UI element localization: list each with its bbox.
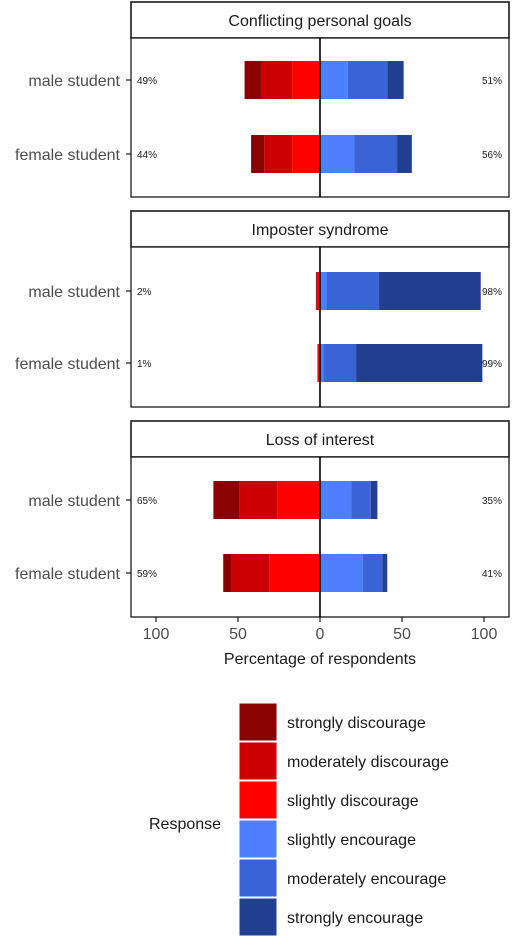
row-label: male student [28,284,120,301]
x-tick-label: 0 [316,626,325,643]
bar-segment-4 [362,554,383,592]
x-axis-title: Percentage of respondents [224,651,416,668]
panel-1: Imposter syndrome male student 2% 98% female… [15,210,510,408]
panel-0: Conflicting personal goals male student 49… [15,1,510,198]
bar-segment-5 [356,344,483,382]
legend-key-2 [238,780,278,820]
bar-segment-1 [264,135,293,173]
bar-segment-2 [317,272,320,310]
bar-segment-1 [231,554,270,592]
panel-strip [130,1,510,39]
x-tick-label: 100 [143,626,170,643]
bar-segment-5 [387,61,404,99]
right-percent-label: 35% [482,496,502,507]
bar-segment-2 [292,61,320,99]
bar-segment-5 [379,272,481,310]
left-percent-label: 59% [137,569,157,580]
x-tick-label: 50 [229,626,247,643]
bar-segment-4 [323,344,357,382]
bar-segment-0 [315,272,317,310]
right-percent-label: 99% [482,359,502,370]
left-percent-label: 44% [137,150,157,161]
bar-segment-2 [269,554,320,592]
left-percent-label: 2% [137,287,152,298]
left-percent-label: 1% [137,359,152,370]
row-label: female student [15,147,121,164]
x-tick-label: 100 [471,626,498,643]
legend-label: strongly discourage [287,715,426,732]
bar-segment-0 [223,554,232,592]
legend-title: Response [149,816,221,833]
bar-segment-4 [347,61,388,99]
row-label: male student [28,493,120,510]
right-percent-label: 98% [482,287,502,298]
bar-segment-5 [397,135,412,173]
panel-title: Loss of interest [266,432,375,449]
legend-key-4 [238,858,278,898]
legend-key-3 [238,819,278,859]
bar-segment-2 [292,135,320,173]
legend-label: slightly discourage [287,793,419,810]
bar-segment-3 [320,272,327,310]
left-percent-label: 65% [137,496,157,507]
bar-segment-3 [320,554,363,592]
bar-segment-4 [326,272,380,310]
panel-title: Conflicting personal goals [228,13,411,30]
left-percent-label: 49% [137,76,157,87]
bar-segment-0 [244,61,261,99]
panel-title: Imposter syndrome [252,222,389,239]
bar-segment-0 [251,135,265,173]
bar-segment-0 [213,481,240,519]
bar-segment-3 [320,481,352,519]
bar-segment-5 [370,481,378,519]
legend-key-0 [238,702,278,742]
right-percent-label: 51% [482,76,502,87]
panel-strip [130,420,510,458]
bar-segment-4 [354,135,398,173]
bar-segment-4 [351,481,371,519]
x-tick-label: 50 [393,626,411,643]
bar-segment-5 [382,554,388,592]
legend-label: strongly encourage [287,910,423,927]
bar-segment-1 [260,61,293,99]
bar-segment-3 [320,135,355,173]
bar-segment-3 [320,344,324,382]
legend-label: moderately encourage [287,871,446,888]
legend: Response strongly discourage moderately di… [149,702,449,937]
bar-segment-3 [320,61,348,99]
panel-2: Loss of interest male student 65% 35% female… [15,420,510,618]
legend-label: moderately discourage [287,754,449,771]
legend-label: slightly encourage [287,832,416,849]
row-label: female student [15,356,121,373]
right-percent-label: 56% [482,150,502,161]
row-label: female student [15,566,121,583]
legend-key-5 [238,897,278,937]
panel-strip [130,210,510,248]
row-label: male student [28,73,120,90]
legend-key-1 [238,741,278,781]
bar-segment-2 [277,481,320,519]
right-percent-label: 41% [482,569,502,580]
bar-segment-1 [239,481,278,519]
bar-segment-1 [316,272,318,310]
